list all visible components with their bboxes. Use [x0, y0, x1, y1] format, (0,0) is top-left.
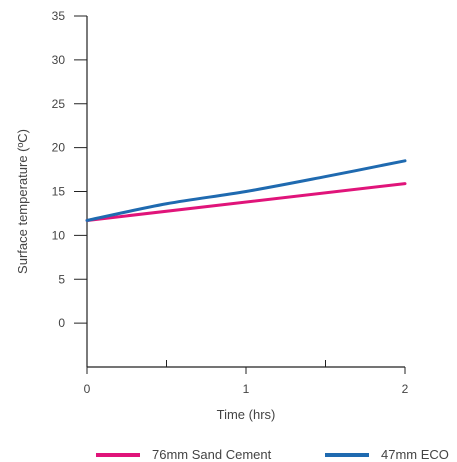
x-tick-label: 1: [243, 382, 250, 396]
y-tick-label: 0: [58, 316, 65, 330]
x-axis-title: Time (hrs): [217, 407, 276, 422]
x-axis-ticks: 0 1 2: [84, 360, 409, 396]
y-tick-label: 5: [58, 272, 65, 286]
y-tick-label: 30: [52, 53, 66, 67]
series-line-1: [85, 182, 407, 222]
x-tick-label: 0: [84, 382, 91, 396]
legend-label-2: 47mm ECO: [381, 447, 449, 462]
y-tick-label: 35: [52, 9, 66, 23]
y-tick-label: 25: [52, 97, 66, 111]
y-axis-title: Surface temperature (ºC): [15, 129, 30, 274]
y-tick-label: 20: [52, 141, 66, 155]
y-tick-label: 15: [52, 185, 66, 199]
plot-area: 0 5 10 15 20 25 30 35 0 1 2: [52, 9, 409, 396]
legend-label-1: 76mm Sand Cement: [152, 447, 272, 462]
x-tick-label: 2: [402, 382, 409, 396]
y-tick-label: 10: [52, 228, 66, 242]
y-axis-ticks: 0 5 10 15 20 25 30 35: [52, 9, 87, 330]
legend: 76mm Sand Cement 47mm ECO: [96, 447, 449, 462]
series-lines: [85, 159, 407, 222]
series-line-2: [85, 159, 407, 222]
